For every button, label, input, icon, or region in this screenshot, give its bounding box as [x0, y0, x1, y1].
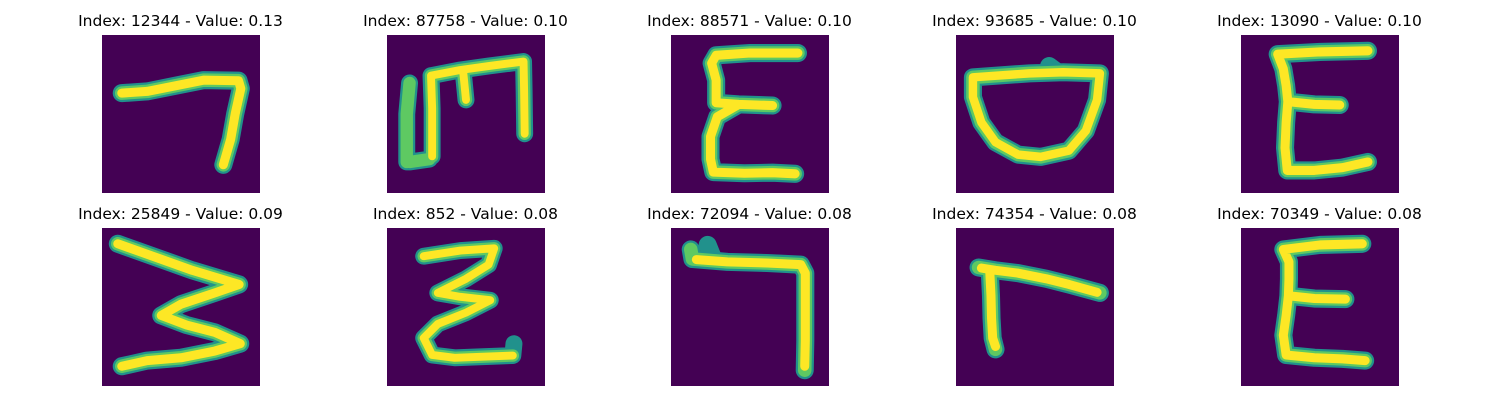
handwritten-e-icon — [671, 35, 829, 193]
handwritten-z-icon — [387, 228, 545, 386]
panel-1: Index: 12344 - Value: 0.13 — [38, 12, 323, 202]
panel-9: Index: 74354 - Value: 0.08 — [892, 205, 1177, 395]
panel-6: Index: 25849 - Value: 0.09 — [38, 205, 323, 395]
handwritten-seven-icon — [671, 228, 829, 386]
panel-title: Index: 87758 - Value: 0.10 — [363, 12, 568, 30]
panel-3: Index: 88571 - Value: 0.10 — [607, 12, 892, 202]
handwritten-e-icon — [1241, 35, 1399, 193]
panel-title: Index: 25849 - Value: 0.09 — [78, 205, 283, 223]
handwritten-e-icon — [1241, 228, 1399, 386]
panel-8: Index: 72094 - Value: 0.08 — [607, 205, 892, 395]
panel-title: Index: 93685 - Value: 0.10 — [932, 12, 1137, 30]
handwritten-bowl-icon — [956, 35, 1114, 193]
panel-title: Index: 72094 - Value: 0.08 — [647, 205, 852, 223]
handwritten-r-icon — [956, 228, 1114, 386]
panel-title: Index: 74354 - Value: 0.08 — [932, 205, 1137, 223]
handwritten-three-icon — [102, 228, 260, 386]
panel-title: Index: 852 - Value: 0.08 — [372, 205, 559, 223]
panel-5: Index: 13090 - Value: 0.10 — [1177, 12, 1462, 202]
handwritten-m-icon — [387, 35, 545, 193]
panel-4: Index: 93685 - Value: 0.10 — [892, 12, 1177, 202]
handwritten-seven-icon — [102, 35, 260, 193]
panel-7: Index: 852 - Value: 0.08 — [323, 205, 608, 395]
panel-10: Index: 70349 - Value: 0.08 — [1177, 205, 1462, 395]
panel-title: Index: 13090 - Value: 0.10 — [1217, 12, 1422, 30]
panel-2: Index: 87758 - Value: 0.10 — [323, 12, 608, 202]
panel-title: Index: 88571 - Value: 0.10 — [647, 12, 852, 30]
panel-title: Index: 70349 - Value: 0.08 — [1217, 205, 1422, 223]
panel-title: Index: 12344 - Value: 0.13 — [78, 12, 283, 30]
